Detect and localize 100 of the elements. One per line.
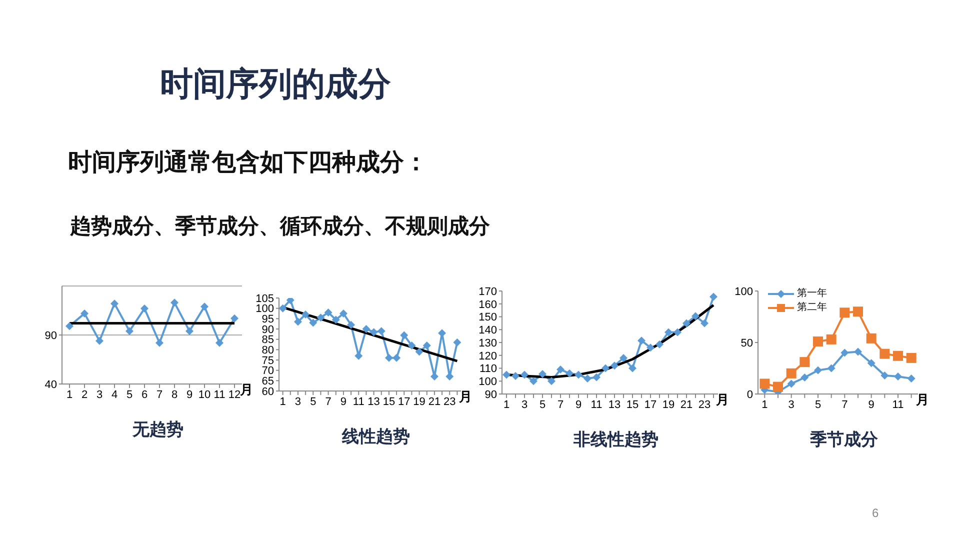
- y-tick-label: 100: [256, 303, 274, 316]
- y-tick-label: 65: [262, 376, 274, 388]
- legend-label: 第一年: [797, 287, 827, 301]
- point: [574, 370, 582, 379]
- legend-label: 第二年: [797, 301, 827, 315]
- point: [894, 372, 902, 380]
- x-tick-label: 9: [186, 388, 193, 401]
- y-tick-label: 90: [262, 324, 274, 336]
- point: [800, 374, 809, 382]
- point: [66, 322, 74, 330]
- point: [800, 357, 810, 368]
- point: [628, 364, 636, 372]
- text: 线性趋势: [340, 426, 411, 448]
- point: [200, 302, 208, 311]
- x-tick-label: 7: [557, 398, 564, 411]
- x-tick-label: 11: [590, 398, 602, 411]
- x-tick-label: 19: [662, 398, 675, 411]
- x-tick-label: 5: [310, 396, 316, 408]
- point: [760, 378, 770, 389]
- point: [279, 304, 287, 312]
- point: [674, 328, 682, 336]
- point: [814, 366, 822, 374]
- x-axis-title: 月: [459, 389, 472, 405]
- point: [656, 340, 664, 348]
- point: [324, 308, 332, 316]
- x-tick-label: 9: [868, 398, 874, 411]
- x-tick-label: 5: [814, 398, 822, 411]
- text: 趋势成分、季节成分、循环成分、不规则成分: [70, 212, 490, 240]
- y-tick-label: 100: [734, 286, 753, 298]
- x-tick-label: 11: [214, 388, 226, 401]
- point: [362, 325, 370, 333]
- y-tick-label: 60: [262, 386, 274, 398]
- x-tick-label: 5: [539, 398, 546, 411]
- text: 季节成分: [809, 429, 879, 451]
- point: [286, 298, 294, 304]
- y-tick-label: 80: [262, 344, 274, 357]
- y-tick-label: 105: [256, 292, 274, 305]
- x-axis-title: 月: [716, 392, 729, 408]
- point: [556, 366, 564, 374]
- point: [826, 334, 836, 344]
- point: [294, 318, 302, 326]
- text: 非线性趋势: [572, 429, 660, 451]
- point: [620, 354, 628, 362]
- point: [584, 374, 592, 383]
- point: [700, 319, 708, 328]
- point: [96, 336, 104, 345]
- y-tick-label: 95: [262, 314, 274, 326]
- text: 时间序列的成分: [160, 63, 391, 105]
- point: [827, 364, 836, 372]
- point: [170, 298, 178, 307]
- point: [813, 336, 823, 346]
- x-tick-label: 23: [698, 398, 711, 411]
- x-tick-label: 15: [626, 398, 639, 411]
- x-tick-label: 3: [294, 396, 302, 408]
- point: [230, 314, 238, 322]
- x-tick-label: 7: [156, 388, 163, 401]
- y-tick-label: 85: [262, 334, 274, 346]
- x-tick-label: 1: [762, 398, 768, 411]
- x-tick-label: 3: [521, 398, 528, 411]
- y-tick-label: 140: [478, 324, 497, 337]
- x-tick-label: 11: [892, 398, 904, 411]
- point: [692, 312, 700, 320]
- x-tick-label: 11: [352, 396, 364, 408]
- y-tick-label: 90: [44, 330, 57, 342]
- y-tick-label: 130: [478, 337, 497, 350]
- point: [638, 336, 646, 345]
- point: [408, 342, 416, 350]
- point: [186, 327, 194, 336]
- point: [339, 310, 348, 318]
- x-tick-label: 15: [382, 396, 396, 408]
- text: 6: [872, 506, 879, 520]
- x-tick-label: 17: [398, 396, 410, 408]
- point: [400, 331, 408, 340]
- point: [682, 319, 690, 328]
- point: [664, 328, 672, 336]
- x-axis-title: 月: [240, 382, 253, 398]
- x-tick-label: 10: [198, 388, 211, 401]
- point: [592, 373, 600, 382]
- point: [853, 306, 863, 317]
- x-tick-label: 8: [171, 388, 178, 401]
- x-tick-label: 4: [111, 388, 118, 401]
- point: [602, 364, 610, 372]
- point: [415, 348, 424, 356]
- point: [502, 370, 510, 379]
- x-tick-label: 1: [280, 396, 286, 408]
- point: [646, 344, 654, 352]
- point: [309, 318, 318, 327]
- x-tick-label: 21: [680, 398, 693, 411]
- point: [787, 380, 796, 388]
- x-tick-label: 7: [842, 398, 848, 411]
- point: [907, 374, 916, 383]
- point: [512, 372, 520, 380]
- point: [906, 352, 916, 363]
- x-tick-label: 13: [368, 396, 380, 408]
- point: [332, 316, 340, 324]
- y-tick-label: 100: [478, 376, 497, 388]
- point: [422, 342, 431, 350]
- point: [446, 372, 454, 381]
- point: [110, 300, 118, 308]
- point: [216, 338, 224, 347]
